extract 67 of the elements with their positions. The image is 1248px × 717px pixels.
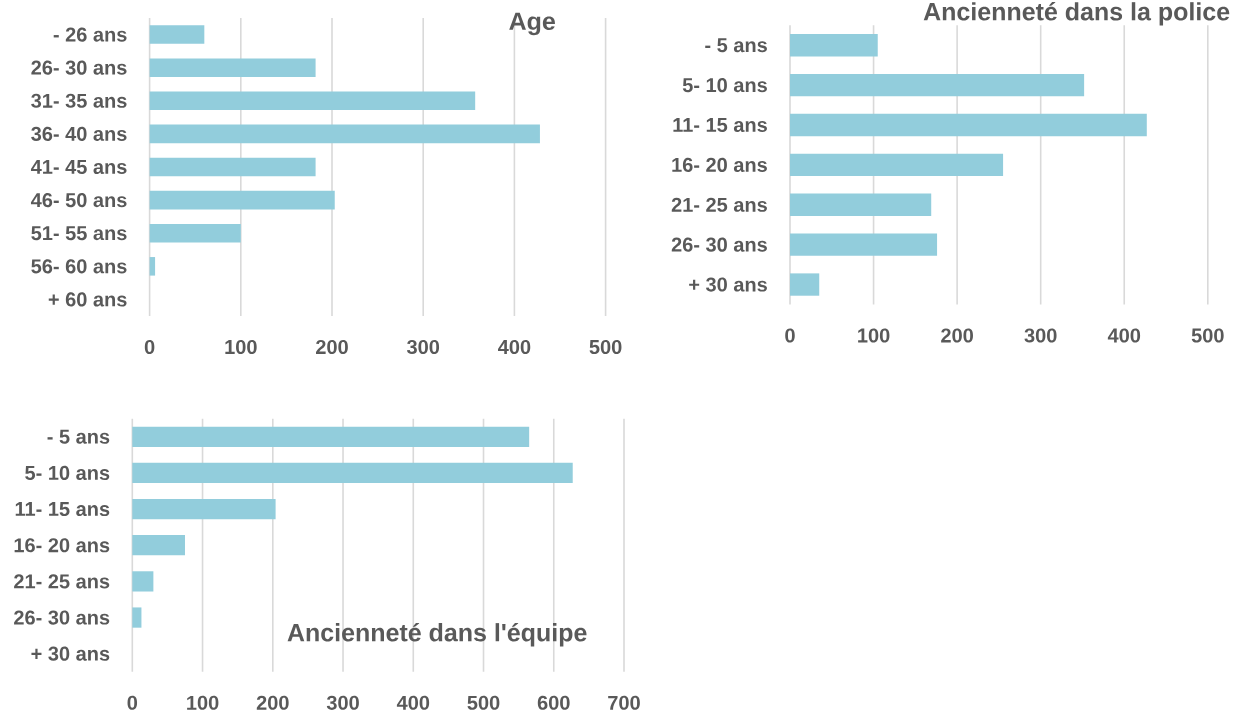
y-tick-label: 5- 10 ans bbox=[25, 465, 110, 481]
chart-title: Ancienneté dans la police bbox=[923, 1, 1230, 26]
y-tick-label: + 30 ans bbox=[31, 646, 110, 661]
bar bbox=[149, 124, 540, 144]
bar bbox=[790, 193, 932, 216]
y-tick-label: 11- 15 ans bbox=[15, 502, 110, 517]
x-tick-label: 100 bbox=[858, 328, 890, 343]
x-tick-label: 700 bbox=[608, 695, 640, 710]
y-tick-label: 21- 25 ans bbox=[14, 574, 110, 589]
bar bbox=[149, 190, 335, 210]
y-tick-label: 26- 30 ans bbox=[671, 237, 767, 252]
y-tick-label: 36- 40 ans bbox=[31, 126, 127, 141]
bar bbox=[790, 153, 1004, 177]
bar bbox=[132, 426, 530, 447]
bar bbox=[132, 498, 276, 520]
x-tick-label: 200 bbox=[256, 695, 289, 710]
x-tick-label: 0 bbox=[127, 695, 138, 710]
bar bbox=[132, 535, 185, 556]
y-tick-label: 21- 25 ans bbox=[671, 197, 767, 212]
x-tick-label: 300 bbox=[1024, 328, 1057, 343]
y-tick-label: 26- 30 ans bbox=[31, 60, 127, 75]
x-tick-label: 200 bbox=[316, 339, 348, 355]
bar bbox=[790, 73, 1085, 97]
x-tick-label: 200 bbox=[941, 328, 973, 343]
x-tick-label: 400 bbox=[1107, 328, 1141, 343]
y-tick-label: - 26 ans bbox=[53, 27, 127, 42]
bar bbox=[149, 257, 156, 276]
y-tick-label: + 30 ans bbox=[689, 277, 767, 292]
y-tick-label: - 5 ans bbox=[47, 429, 110, 444]
bar bbox=[149, 157, 316, 177]
x-tick-label: 600 bbox=[537, 695, 570, 710]
y-tick-label: - 5 ans bbox=[705, 38, 767, 53]
bar bbox=[790, 233, 938, 256]
bar bbox=[132, 462, 573, 484]
chart-title: Age bbox=[509, 12, 555, 36]
text: Ancienneté dans l'équipe bbox=[287, 622, 587, 647]
bar bbox=[132, 607, 142, 628]
y-tick-label: 16- 20 ans bbox=[672, 157, 767, 172]
y-tick-label: 11- 15 ans bbox=[673, 118, 767, 132]
y-tick-label: 41- 45 ans bbox=[30, 160, 127, 174]
y-tick-label: 26- 30 ans bbox=[14, 610, 110, 625]
bar bbox=[790, 273, 820, 296]
x-tick-label: 0 bbox=[144, 339, 155, 355]
y-tick-label: + 60 ans bbox=[48, 292, 127, 307]
bar bbox=[790, 34, 878, 57]
bar bbox=[149, 25, 205, 44]
y-tick-label: 16- 20 ans bbox=[14, 538, 110, 553]
bar bbox=[149, 91, 476, 111]
bar bbox=[149, 223, 241, 243]
x-tick-label: 300 bbox=[406, 339, 440, 355]
x-tick-label: 100 bbox=[225, 339, 257, 355]
x-tick-label: 300 bbox=[326, 695, 359, 710]
x-tick-label: 500 bbox=[589, 339, 622, 355]
bar bbox=[790, 113, 1147, 137]
x-tick-label: 500 bbox=[467, 695, 500, 710]
x-tick-label: 0 bbox=[785, 328, 795, 343]
y-tick-label: 31- 35 ans bbox=[31, 93, 127, 108]
bar bbox=[149, 58, 316, 77]
y-tick-label: 5- 10 ans bbox=[682, 78, 767, 93]
y-tick-label: 51- 55 ans bbox=[31, 226, 127, 241]
x-tick-label: 100 bbox=[187, 695, 219, 710]
x-tick-label: 500 bbox=[1191, 328, 1224, 343]
bar bbox=[132, 571, 154, 592]
x-tick-label: 400 bbox=[498, 339, 531, 355]
x-tick-label: 400 bbox=[396, 695, 430, 710]
y-tick-label: 56- 60 ans bbox=[31, 259, 127, 274]
y-tick-label: 46- 50 ans bbox=[30, 193, 127, 208]
